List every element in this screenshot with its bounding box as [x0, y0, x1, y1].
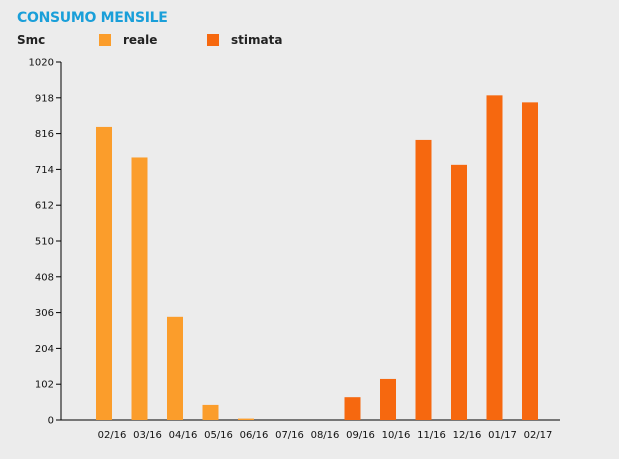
bar [202, 404, 219, 420]
chart-title: CONSUMO MENSILE [17, 10, 168, 26]
legend-item-stimata: stimata [207, 33, 282, 47]
y-tick-label: 816 [35, 129, 54, 140]
y-tick-label: 510 [35, 237, 54, 248]
bar [415, 139, 432, 420]
legend-swatch-stimata [207, 34, 219, 46]
x-tick-label: 12/16 [453, 430, 482, 441]
y-tick-label: 102 [35, 380, 54, 391]
x-tick-label: 05/16 [204, 430, 233, 441]
y-tick-label: 204 [35, 344, 54, 355]
bar [451, 164, 467, 420]
bar [486, 95, 503, 420]
y-tick-label: 306 [35, 308, 54, 319]
y-tick-label: 918 [35, 93, 54, 104]
y-tick-label: 408 [35, 272, 54, 283]
x-tick-label: 06/16 [240, 430, 269, 441]
x-tick-label: 11/16 [417, 430, 446, 441]
x-tick-label: 10/16 [382, 430, 411, 441]
y-axis-unit: Smc [17, 33, 46, 47]
x-tick-label: 03/16 [133, 430, 162, 441]
x-tick-label: 01/17 [488, 430, 517, 441]
bar [238, 418, 254, 420]
legend-label-reale: reale [123, 33, 158, 47]
bar [167, 316, 183, 420]
y-tick-label: 612 [35, 201, 54, 212]
bar [96, 126, 112, 421]
legend-label-stimata: stimata [231, 33, 283, 47]
x-tick-label: 07/16 [275, 430, 304, 441]
bar [344, 397, 361, 420]
y-tick-label: 714 [35, 165, 54, 176]
x-tick-label: 02/16 [98, 430, 127, 441]
bar [522, 102, 538, 421]
legend-item-reale: reale [99, 33, 157, 47]
x-tick-label: 08/16 [311, 430, 340, 441]
bar [380, 378, 396, 420]
x-tick-label: 09/16 [346, 430, 375, 441]
x-tick-label: 02/17 [524, 430, 553, 441]
y-tick-label: 0 [48, 416, 54, 427]
y-tick-label: 1020 [29, 58, 54, 69]
legend-swatch-reale [99, 34, 111, 46]
bar [131, 157, 148, 420]
x-tick-label: 04/16 [169, 430, 198, 441]
